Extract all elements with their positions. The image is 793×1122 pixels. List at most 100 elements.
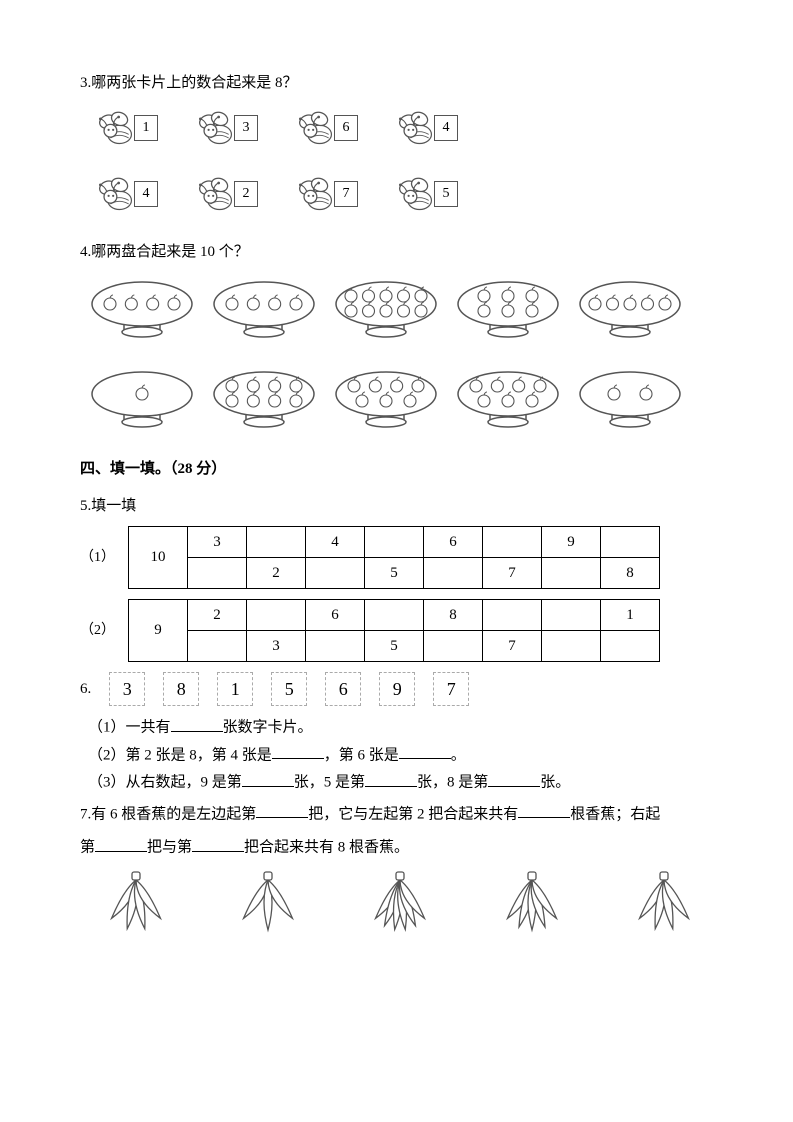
- number-card: 2: [234, 181, 258, 207]
- table-cell[interactable]: [188, 631, 247, 662]
- table-cell[interactable]: [247, 527, 306, 558]
- table-cell[interactable]: [306, 558, 365, 589]
- blank[interactable]: [256, 801, 308, 819]
- q6-l3d: 张。: [540, 775, 570, 791]
- plate: [86, 276, 198, 342]
- q3-row1: 1 3 6 4: [92, 107, 713, 149]
- q5-t2-label: （2）: [80, 618, 128, 643]
- banana-row: [86, 868, 713, 956]
- q5-table2-wrap: （2） 92681357: [80, 599, 713, 662]
- dashed-number-card: 8: [163, 672, 199, 706]
- table-cell: 6: [306, 600, 365, 631]
- table-cell: 8: [601, 558, 660, 589]
- blank[interactable]: [399, 742, 451, 760]
- blank[interactable]: [95, 834, 147, 852]
- banana-bunch: [218, 868, 318, 956]
- table-cell[interactable]: [483, 527, 542, 558]
- bee-card: 6: [292, 107, 358, 149]
- table-cell[interactable]: [306, 631, 365, 662]
- plate: [86, 366, 198, 432]
- table-cell[interactable]: [424, 558, 483, 589]
- table-cell[interactable]: [542, 631, 601, 662]
- table-cell: 8: [424, 600, 483, 631]
- q7-a: 7.有 6 根香蕉的是左边起第: [80, 806, 256, 822]
- table-cell: 9: [542, 527, 601, 558]
- banana-bunch: [350, 868, 450, 956]
- q4-text: 4.哪两盘合起来是 10 个？: [80, 239, 713, 266]
- q6-l2a: （2）第 2 张是 8，第 4 张是: [88, 747, 272, 763]
- number-card: 7: [334, 181, 358, 207]
- bee-card: 4: [392, 107, 458, 149]
- plate: [330, 366, 442, 432]
- banana-bunch: [482, 868, 582, 956]
- q6-l3b: 张，5 是第: [294, 775, 365, 791]
- blank[interactable]: [272, 742, 324, 760]
- q7-line: 7.有 6 根香蕉的是左边起第 把，它与左起第 2 把合起来共有 根香蕉；右起: [80, 801, 713, 829]
- plate: [208, 366, 320, 432]
- table-cell[interactable]: [601, 527, 660, 558]
- number-card: 1: [134, 115, 158, 141]
- blank[interactable]: [192, 834, 244, 852]
- table-first-cell: 9: [129, 600, 188, 662]
- blank[interactable]: [365, 769, 417, 787]
- bee-card: 7: [292, 173, 358, 215]
- section-heading: 四、填一填。（28 分）: [80, 456, 713, 483]
- blank[interactable]: [242, 769, 294, 787]
- q7-d: 第: [80, 840, 95, 856]
- banana-bunch: [86, 868, 186, 956]
- plate: [452, 276, 564, 342]
- dashed-number-card: 7: [433, 672, 469, 706]
- q4-row2: [86, 366, 713, 432]
- table-cell: 1: [601, 600, 660, 631]
- bee-card: 1: [92, 107, 158, 149]
- q6-line1: （1）一共有 张数字卡片。: [88, 714, 713, 742]
- table-cell: 7: [483, 631, 542, 662]
- table-cell[interactable]: [483, 600, 542, 631]
- table-cell[interactable]: [365, 600, 424, 631]
- plate: [330, 276, 442, 342]
- plate: [208, 276, 320, 342]
- bee-card: 4: [92, 173, 158, 215]
- number-card: 4: [434, 115, 458, 141]
- table-cell[interactable]: [365, 527, 424, 558]
- bee-card: 3: [192, 107, 258, 149]
- dashed-number-card: 3: [109, 672, 145, 706]
- q5-table2: 92681357: [128, 599, 660, 662]
- plate: [452, 366, 564, 432]
- dashed-number-card: 6: [325, 672, 361, 706]
- q5-table1: 1034692578: [128, 526, 660, 589]
- table-cell: 4: [306, 527, 365, 558]
- table-cell[interactable]: [542, 558, 601, 589]
- q3-text: 3.哪两张卡片上的数合起来是 8？: [80, 70, 713, 97]
- table-cell[interactable]: [188, 558, 247, 589]
- q7-b: 把，它与左起第 2 把合起来共有: [308, 806, 518, 822]
- table-cell[interactable]: [247, 600, 306, 631]
- q3-row2: 4 2 7 5: [92, 173, 713, 215]
- plate: [574, 276, 686, 342]
- q5-t1-label: （1）: [80, 545, 128, 570]
- number-card: 4: [134, 181, 158, 207]
- table-cell: 6: [424, 527, 483, 558]
- table-cell: 5: [365, 558, 424, 589]
- blank[interactable]: [518, 801, 570, 819]
- number-card: 5: [434, 181, 458, 207]
- table-cell[interactable]: [424, 631, 483, 662]
- q6-l1a: （1）一共有: [88, 720, 171, 736]
- bee-card: 2: [192, 173, 258, 215]
- dashed-number-card: 9: [379, 672, 415, 706]
- q7-c: 根香蕉；右起: [570, 806, 660, 822]
- blank[interactable]: [171, 714, 223, 732]
- q6-line2: （2）第 2 张是 8，第 4 张是，第 6 张是。: [88, 742, 713, 770]
- blank[interactable]: [488, 769, 540, 787]
- dashed-number-card: 5: [271, 672, 307, 706]
- q6-l2c: 。: [451, 747, 466, 763]
- q7-e: 把与第: [147, 840, 192, 856]
- q4-row1: [86, 276, 713, 342]
- table-cell[interactable]: [601, 631, 660, 662]
- q6-line3: （3）从右数起，9 是第张，5 是第张，8 是第张。: [88, 769, 713, 797]
- banana-bunch: [614, 868, 714, 956]
- table-cell[interactable]: [542, 600, 601, 631]
- q6-l3c: 张，8 是第: [417, 775, 488, 791]
- table-first-cell: 10: [129, 527, 188, 589]
- q6-l1b: 张数字卡片。: [223, 720, 313, 736]
